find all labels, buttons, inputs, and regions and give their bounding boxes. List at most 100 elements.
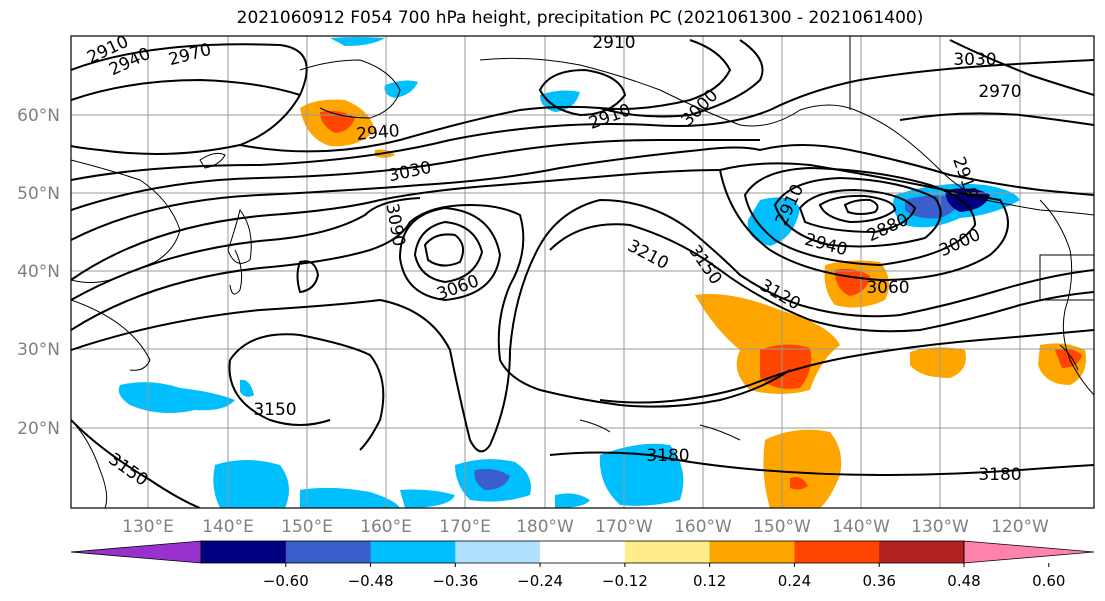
colorbar-segment xyxy=(879,541,965,563)
contour-label: 2970 xyxy=(978,82,1021,102)
map-title: 2021060912 F054 700 hPa height, precipit… xyxy=(236,8,924,28)
precip-negative-area xyxy=(945,188,990,212)
colorbar-segment xyxy=(540,541,626,563)
precip-negative-area xyxy=(300,487,400,508)
longitude-label: 170°E xyxy=(439,517,491,537)
colorbar-tick-label: −0.48 xyxy=(348,572,394,590)
contour-line xyxy=(71,78,301,101)
contour-line xyxy=(71,146,761,241)
contour-line xyxy=(71,203,791,408)
contour-line xyxy=(229,333,385,451)
contour-line xyxy=(296,260,320,294)
contour-label: 3180 xyxy=(646,446,689,466)
latitude-label: 30°N xyxy=(17,340,60,360)
colorbar-segment xyxy=(963,540,1095,564)
contour-line xyxy=(71,197,421,301)
contour-label: 2940 xyxy=(356,121,401,145)
contour-label: 3150 xyxy=(253,400,296,420)
longitude-label: 130°E xyxy=(122,517,174,537)
latitude-label: 20°N xyxy=(17,419,60,439)
contour-line xyxy=(239,39,732,153)
colorbar-segment xyxy=(201,541,287,563)
contour-label: 2910 xyxy=(592,33,635,53)
colorbar-tick-label: −0.36 xyxy=(432,572,478,590)
coastlines xyxy=(71,36,1094,508)
contour-line xyxy=(71,43,308,155)
contour-line xyxy=(71,198,1094,453)
contour-line xyxy=(71,169,721,281)
contour-label: 3180 xyxy=(978,465,1021,485)
contour-line xyxy=(818,194,897,224)
longitude-label: 120°W xyxy=(991,517,1049,537)
colorbar-tick-label: −0.12 xyxy=(602,572,648,590)
contour-line xyxy=(549,451,1094,477)
colorbar-segment xyxy=(285,541,372,563)
contour-label: 3030 xyxy=(953,50,996,70)
colorbar xyxy=(70,540,1095,564)
precip-negative-area xyxy=(555,493,590,508)
latitude-label: 60°N xyxy=(17,106,60,126)
height-contours xyxy=(71,39,1094,508)
contour-line xyxy=(71,419,201,508)
plot-frame xyxy=(70,35,1095,509)
contour-line xyxy=(759,144,1094,196)
longitude-label: 170°W xyxy=(595,517,653,537)
precip-negative-area xyxy=(384,80,418,98)
colorbar-tick-label: 0.36 xyxy=(863,572,896,590)
colorbar-segment xyxy=(624,541,711,563)
precip-negative-area xyxy=(599,443,684,506)
longitude-label: 130°W xyxy=(911,517,969,537)
colorbar-tick-label: −0.60 xyxy=(263,572,309,590)
precip-positive-area xyxy=(760,344,812,389)
longitude-label: 150°E xyxy=(281,517,333,537)
precip-positive-area xyxy=(910,347,966,378)
precip-negative-area xyxy=(905,195,957,219)
contour-line xyxy=(599,329,1094,404)
colorbar-tick-labels: −0.60 −0.48 −0.36 −0.24 −0.12 0.12 0.24 0.36 0.4… xyxy=(263,563,1065,590)
colorbar-frame xyxy=(200,540,965,564)
contour-line xyxy=(899,112,1094,126)
precip-negative-area xyxy=(747,197,800,246)
contour-line xyxy=(423,233,465,267)
colorbar-tick-label: 0.48 xyxy=(947,572,980,590)
longitude-label: 140°W xyxy=(832,517,890,537)
colorbar-segment xyxy=(370,541,456,563)
colorbar-tick-label: −0.24 xyxy=(517,572,563,590)
contour-line xyxy=(773,176,942,248)
contour-line xyxy=(71,59,1094,181)
contour-line xyxy=(718,162,1009,282)
precip-negative-area xyxy=(330,37,385,46)
contour-line xyxy=(71,138,760,211)
colorbar-tick-label: 0.60 xyxy=(1032,572,1065,590)
longitude-label: 140°E xyxy=(202,517,254,537)
longitude-label: 160°W xyxy=(674,517,732,537)
precip-shading xyxy=(118,37,1086,508)
precip-negative-area xyxy=(240,379,254,397)
colorbar-segment xyxy=(455,541,541,563)
latitude-label: 50°N xyxy=(17,184,60,204)
contour-line xyxy=(599,39,764,118)
precip-negative-area xyxy=(474,468,510,490)
precip-negative-area xyxy=(213,460,289,508)
latitude-label: 40°N xyxy=(17,262,60,282)
longitude-label: 180°W xyxy=(516,517,574,537)
contour-line xyxy=(743,166,977,267)
colorbar-segment xyxy=(70,540,202,564)
longitude-label: 150°W xyxy=(753,517,811,537)
contour-line xyxy=(949,39,1094,96)
precip-positive-area xyxy=(790,477,808,490)
colorbar-segment xyxy=(709,541,795,563)
precip-positive-area xyxy=(763,429,842,508)
contour-line xyxy=(538,68,627,117)
latitude-labels: 60°N 50°N 40°N 30°N 20°N xyxy=(17,106,60,439)
colorbar-segment xyxy=(794,541,880,563)
colorbar-tick-label: 0.12 xyxy=(693,572,726,590)
contour-line xyxy=(843,198,879,215)
precip-negative-area xyxy=(400,489,455,508)
longitude-labels: 130°E 140°E 150°E 160°E 170°E 180°W 170°W 160°W… xyxy=(122,517,1049,537)
contour-line xyxy=(228,359,331,426)
colorbar-tick-label: 0.24 xyxy=(778,572,811,590)
contour-line xyxy=(549,223,1094,333)
contour-line xyxy=(798,188,917,234)
